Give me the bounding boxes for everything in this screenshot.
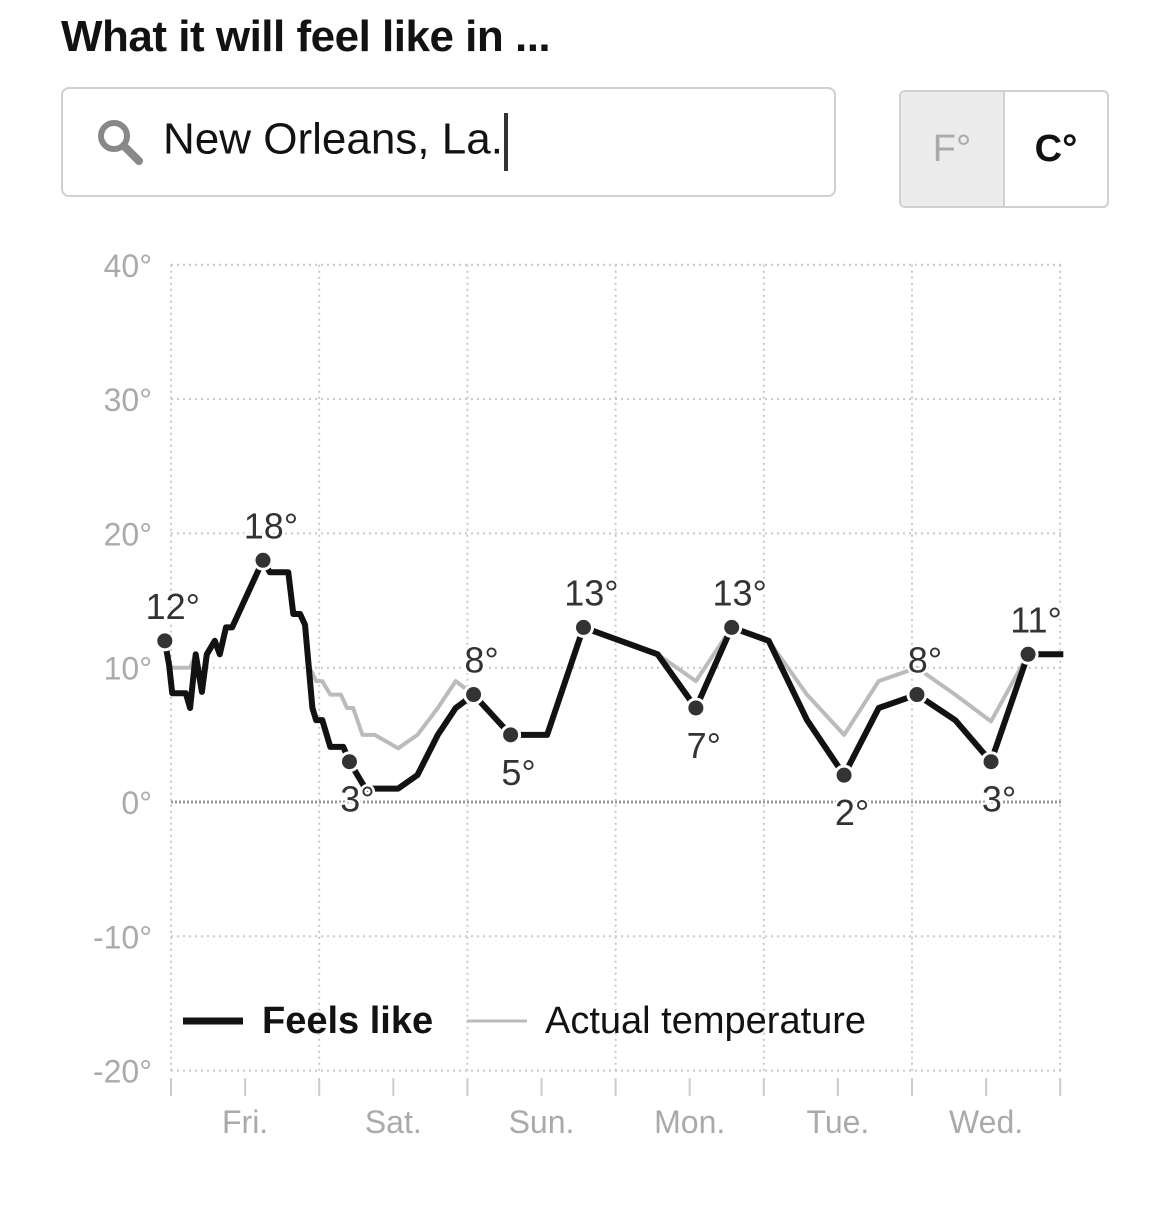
data-point <box>338 751 360 773</box>
x-day-label: Sat. <box>365 1104 422 1140</box>
data-point <box>721 616 743 638</box>
unit-toggle[interactable]: F° C° <box>899 90 1109 208</box>
data-label: 5° <box>501 752 535 793</box>
data-label: 13° <box>564 572 618 613</box>
y-tick-label: 0° <box>121 785 152 821</box>
x-day-label: Mon. <box>654 1104 725 1140</box>
data-label: 3° <box>982 779 1016 820</box>
celsius-button[interactable]: C° <box>1034 127 1078 170</box>
data-point <box>154 630 176 652</box>
x-day-label: Tue. <box>806 1104 869 1140</box>
text-caret <box>503 113 508 171</box>
data-label: 7° <box>687 725 721 766</box>
fahrenheit-button[interactable]: F° <box>901 92 1005 206</box>
search-icon <box>98 120 143 165</box>
data-label: 12° <box>146 586 200 627</box>
x-day-label: Sun. <box>509 1104 575 1140</box>
data-point <box>833 764 855 786</box>
data-point <box>500 724 522 746</box>
search-value: New Orleans, La. <box>163 113 508 171</box>
data-point <box>685 697 707 719</box>
data-point <box>906 684 928 706</box>
data-label: 18° <box>244 505 298 546</box>
data-point <box>1017 643 1039 665</box>
location-search-input[interactable]: New Orleans, La. <box>61 87 836 197</box>
data-label: 3° <box>340 779 374 820</box>
data-point <box>572 616 594 638</box>
data-label: 13° <box>712 572 766 613</box>
data-label: 8° <box>908 640 942 681</box>
data-point <box>252 549 274 571</box>
y-tick-label: 40° <box>104 248 152 284</box>
legend-feels-like-label: Feels like <box>262 1000 433 1042</box>
data-point <box>980 751 1002 773</box>
data-point <box>463 684 485 706</box>
feels-like-line <box>161 557 1064 792</box>
x-day-label: Fri. <box>222 1104 268 1140</box>
y-tick-label: 10° <box>104 651 152 687</box>
data-label: 8° <box>464 640 498 681</box>
y-tick-label: -10° <box>93 919 152 955</box>
data-label: 11° <box>1010 599 1062 640</box>
y-tick-label: 20° <box>104 516 152 552</box>
y-tick-label: -20° <box>93 1054 152 1090</box>
y-tick-label: 30° <box>104 382 152 418</box>
x-day-label: Wed. <box>949 1104 1023 1140</box>
legend-actual-label: Actual temperature <box>545 1000 866 1042</box>
page-title: What it will feel like in ... <box>61 12 551 61</box>
data-label: 2° <box>835 792 869 833</box>
